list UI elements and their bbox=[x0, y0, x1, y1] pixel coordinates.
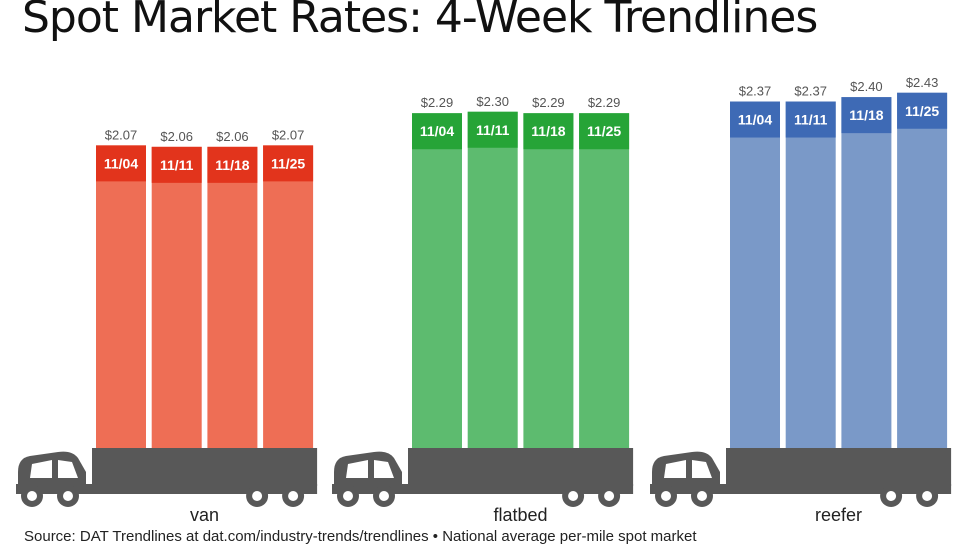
truck-0 bbox=[16, 448, 318, 507]
value-label: $2.07 bbox=[105, 127, 138, 142]
value-label: $2.43 bbox=[906, 75, 939, 90]
value-label: $2.29 bbox=[421, 95, 454, 110]
bar-header-flatbed-2 bbox=[523, 113, 574, 150]
bar-header-reefer-1 bbox=[785, 101, 836, 138]
week-label: 11/11 bbox=[160, 157, 194, 173]
bar-header-reefer-2 bbox=[841, 97, 892, 134]
truck-window-side bbox=[374, 460, 394, 478]
bar-reefer-2 bbox=[841, 97, 892, 448]
bar-reefer-1 bbox=[785, 101, 836, 448]
bar-van-3 bbox=[263, 145, 314, 448]
bar-header-van-3 bbox=[263, 145, 314, 182]
bar-van-0 bbox=[96, 145, 146, 448]
bar-header-van-0 bbox=[96, 145, 146, 182]
truck-trailer bbox=[408, 448, 634, 486]
truck-trailer bbox=[92, 448, 318, 486]
value-label: $2.30 bbox=[476, 94, 509, 109]
truck-window-front bbox=[30, 460, 52, 478]
bar-flatbed-1 bbox=[467, 111, 518, 449]
value-label: $2.29 bbox=[532, 95, 565, 110]
week-label: 11/04 bbox=[104, 155, 138, 171]
truck-wheel-hub bbox=[63, 491, 73, 501]
truck-wheel-hub bbox=[568, 491, 579, 501]
truck-chassis bbox=[16, 484, 318, 494]
truck-chassis bbox=[650, 484, 952, 494]
bar-van-1 bbox=[151, 146, 202, 449]
truck-wheel-hub bbox=[379, 491, 389, 501]
truck-wheel-hub bbox=[697, 491, 707, 501]
week-label: 11/11 bbox=[794, 112, 828, 128]
week-label: 11/18 bbox=[531, 123, 565, 139]
week-label: 11/18 bbox=[849, 107, 883, 123]
truck-window-side bbox=[58, 460, 78, 478]
bar-flatbed-3 bbox=[579, 113, 630, 449]
value-label: $2.29 bbox=[588, 95, 621, 110]
truck-trailer bbox=[726, 448, 952, 486]
week-label: 11/25 bbox=[587, 123, 621, 139]
bar-reefer-3 bbox=[897, 92, 948, 448]
truck-wheel-hub bbox=[288, 491, 299, 501]
value-label: $2.37 bbox=[794, 84, 827, 99]
group-label-flatbed: flatbed bbox=[494, 505, 548, 525]
value-label: $2.40 bbox=[850, 79, 883, 94]
value-label: $2.07 bbox=[272, 127, 305, 142]
truck-wheel-hub bbox=[922, 491, 933, 501]
bar-header-van-2 bbox=[207, 146, 258, 183]
truck-wheel-hub bbox=[886, 491, 897, 501]
week-label: 11/18 bbox=[215, 157, 249, 173]
group-label-van: van bbox=[190, 505, 219, 525]
bar-flatbed-0 bbox=[412, 113, 462, 449]
truck-1 bbox=[332, 448, 634, 507]
truck-2 bbox=[650, 448, 952, 507]
truck-chassis bbox=[332, 484, 634, 494]
truck-wheel-hub bbox=[252, 491, 263, 501]
chart-title: Spot Market Rates: 4-Week Trendlines bbox=[22, 0, 818, 43]
bar-van-2 bbox=[207, 146, 258, 449]
truck-wheel-hub bbox=[27, 491, 37, 501]
truck-wheel-hub bbox=[661, 491, 671, 501]
truck-window-front bbox=[346, 460, 368, 478]
week-label: 11/25 bbox=[271, 155, 305, 171]
truck-wheel-hub bbox=[604, 491, 615, 501]
bar-header-flatbed-0 bbox=[412, 113, 462, 150]
week-label: 11/04 bbox=[420, 123, 454, 139]
source-note: Source: DAT Trendlines at dat.com/indust… bbox=[24, 528, 697, 545]
week-label: 11/11 bbox=[476, 122, 510, 138]
week-label: 11/04 bbox=[738, 112, 772, 128]
bar-reefer-0 bbox=[730, 101, 780, 448]
bar-header-van-1 bbox=[151, 146, 202, 183]
truck-wheel-hub bbox=[343, 491, 353, 501]
bar-header-reefer-0 bbox=[730, 101, 780, 138]
group-label-reefer: reefer bbox=[815, 505, 862, 525]
value-label: $2.37 bbox=[739, 84, 772, 99]
bar-header-flatbed-3 bbox=[579, 113, 630, 150]
value-label: $2.06 bbox=[216, 129, 249, 144]
week-label: 11/25 bbox=[905, 103, 939, 119]
truck-window-front bbox=[664, 460, 686, 478]
bar-header-flatbed-1 bbox=[467, 111, 518, 148]
bar-flatbed-2 bbox=[523, 113, 574, 449]
value-label: $2.06 bbox=[160, 129, 193, 144]
bar-header-reefer-3 bbox=[897, 92, 948, 129]
truck-window-side bbox=[692, 460, 712, 478]
